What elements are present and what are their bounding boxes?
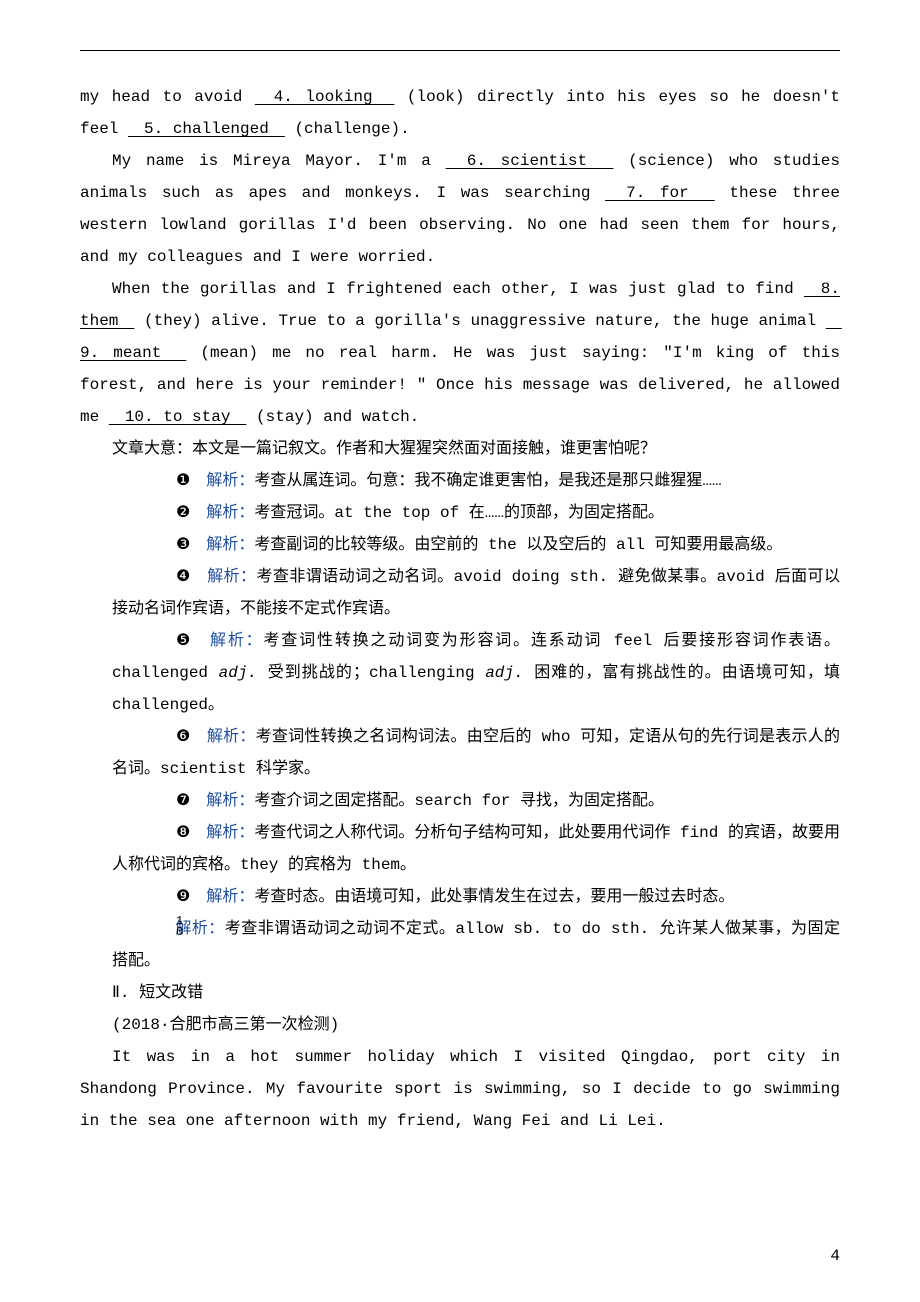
text: 文章大意：本文是一篇记叙文。作者和大猩猩突然面对面接触，谁更害怕呢？ xyxy=(112,440,656,458)
text: When the gorillas and I frightened each … xyxy=(112,280,804,298)
num-10-icon: 10 xyxy=(144,916,158,938)
explain-9-text: 考查时态。由语境可知，此处事情发生在过去，要用一般过去时态。 xyxy=(254,888,734,906)
text: Ⅱ. 短文改错 xyxy=(112,984,203,1002)
passage-line-1: my head to avoid 4. looking (look) direc… xyxy=(80,81,840,145)
explain-8: ❽ 解析：考查代词之人称代词。分析句子结构可知，此处要用代词作 find 的宾语… xyxy=(80,817,840,881)
passage-paragraph-2: My name is Mireya Mayor. I'm a 6. scient… xyxy=(80,145,840,273)
blank-4-answer: 4. looking xyxy=(255,88,395,106)
adj-label: adj. xyxy=(485,664,523,682)
blank-7-answer: 7. for xyxy=(605,184,715,202)
explain-7: ❼ 解析：考查介词之固定搭配。search for 寻找，为固定搭配。 xyxy=(80,785,840,817)
explain-1-text: 考查从属连词。句意：我不确定谁更害怕，是我还是那只雌猩猩…… xyxy=(254,472,721,490)
label-jiexi: 解析： xyxy=(207,568,256,586)
label-jiexi: 解析： xyxy=(210,632,264,650)
num-7-icon: ❼ xyxy=(144,785,190,817)
text: (2018·合肥市高三第一次检测) xyxy=(112,1016,339,1034)
label-jiexi: 解析： xyxy=(206,536,254,554)
explain-3-text: 考查副词的比较等级。由空前的 the 以及空后的 all 可知要用最高级。 xyxy=(254,536,782,554)
text: (stay) and watch. xyxy=(246,408,419,426)
adj-label: adj. xyxy=(219,664,257,682)
text: (challenge). xyxy=(285,120,410,138)
explain-10: 10 解析：考查非谓语动词之动词不定式。allow sb. to do sth.… xyxy=(80,913,840,977)
explain-9: ❾ 解析：考查时态。由语境可知，此处事情发生在过去，要用一般过去时态。 xyxy=(80,881,840,913)
explain-5-text-b: 受到挑战的；challenging xyxy=(257,664,485,682)
page-number: 4 xyxy=(830,1240,840,1272)
header-rule xyxy=(80,50,840,51)
section-2-title: Ⅱ. 短文改错 xyxy=(80,977,840,1009)
explain-2: ❷ 解析：考查冠词。at the top of 在……的顶部，为固定搭配。 xyxy=(80,497,840,529)
text: my head to avoid xyxy=(80,88,255,106)
explain-2-text: 考查冠词。at the top of 在……的顶部，为固定搭配。 xyxy=(254,504,664,522)
num-1-icon: ❶ xyxy=(144,465,190,497)
label-jiexi: 解析： xyxy=(206,472,254,490)
label-jiexi: 解析： xyxy=(206,504,254,522)
blank-10-answer: 10. to stay xyxy=(109,408,247,426)
passage-paragraph-3: When the gorillas and I frightened each … xyxy=(80,273,840,433)
num-5-icon: ❺ xyxy=(144,625,190,657)
num-4-icon: ❹ xyxy=(144,561,190,593)
label-jiexi: 解析： xyxy=(206,792,254,810)
blank-5-answer: 5. challenged xyxy=(128,120,285,138)
text: My name is Mireya Mayor. I'm a xyxy=(112,152,446,170)
num-9-icon: ❾ xyxy=(144,881,190,913)
text: It was in a hot summer holiday which I v… xyxy=(80,1048,840,1130)
num-8-icon: ❽ xyxy=(144,817,190,849)
page: my head to avoid 4. looking (look) direc… xyxy=(0,0,920,1302)
text: (they) alive. True to a gorilla's unaggr… xyxy=(134,312,825,330)
correction-essay: It was in a hot summer holiday which I v… xyxy=(80,1041,840,1137)
explain-6: ❻ 解析：考查词性转换之名词构词法。由空后的 who 可知，定语从句的先行词是表… xyxy=(80,721,840,785)
explain-1: ❶ 解析：考查从属连词。句意：我不确定谁更害怕，是我还是那只雌猩猩…… xyxy=(80,465,840,497)
num-3-icon: ❸ xyxy=(144,529,190,561)
label-jiexi: 解析： xyxy=(206,824,254,842)
num-6-icon: ❻ xyxy=(144,721,190,753)
label-jiexi: 解析： xyxy=(206,888,254,906)
exam-source: (2018·合肥市高三第一次检测) xyxy=(80,1009,840,1041)
blank-6-answer: 6. scientist xyxy=(446,152,614,170)
passage-gist: 文章大意：本文是一篇记叙文。作者和大猩猩突然面对面接触，谁更害怕呢？ xyxy=(80,433,840,465)
explain-3: ❸ 解析：考查副词的比较等级。由空前的 the 以及空后的 all 可知要用最高… xyxy=(80,529,840,561)
num-2-icon: ❷ xyxy=(144,497,190,529)
label-jiexi: 解析： xyxy=(207,728,256,746)
explain-7-text: 考查介词之固定搭配。search for 寻找，为固定搭配。 xyxy=(254,792,664,810)
explain-4: ❹ 解析：考查非谓语动词之动名词。avoid doing sth. 避免做某事。… xyxy=(80,561,840,625)
explain-5: ❺ 解析：考查词性转换之动词变为形容词。连系动词 feel 后要接形容词作表语。… xyxy=(80,625,840,721)
